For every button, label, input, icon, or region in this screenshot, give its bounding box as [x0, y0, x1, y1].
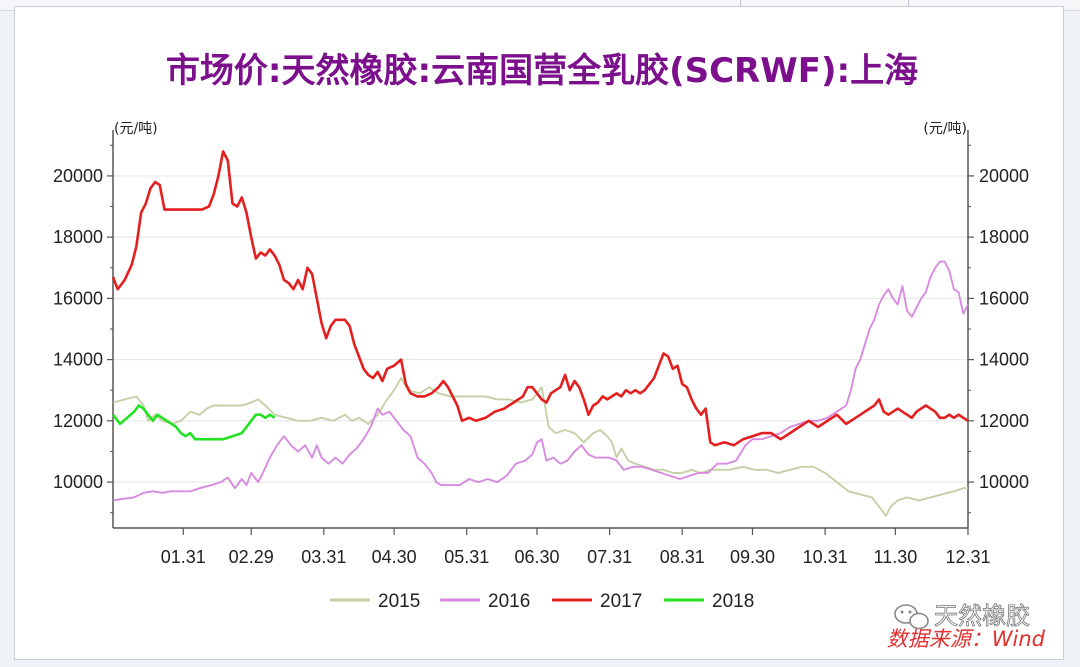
chart-title: 市场价:天然橡胶:云南国营全乳胶(SCRWF):上海: [166, 51, 918, 91]
legend-label-2017: 2017: [600, 591, 642, 612]
legend-label-2018: 2018: [712, 591, 754, 612]
y-tick-label-right: 16000: [979, 288, 1029, 308]
wechat-icon: [894, 604, 929, 630]
x-tick-label: 11.30: [874, 547, 918, 567]
x-tick-label: 10.31: [803, 547, 848, 567]
x-tick-label: 02.29: [229, 547, 274, 567]
x-tick-label: 01.31: [161, 547, 206, 567]
x-tick-label: 05.31: [444, 547, 489, 567]
axis-ticks: 10000 10000 12000 12000 14000 14000 16000 16000…: [53, 144, 1029, 567]
y-tick-label-left: 14000: [53, 350, 103, 370]
x-tick-label: 04.30: [372, 547, 417, 567]
x-tick-label: 06.30: [514, 547, 559, 567]
y-tick-label-left: 18000: [53, 227, 103, 247]
y-axis-unit-left: (元/吨): [114, 121, 158, 137]
y-tick-label-right: 20000: [979, 166, 1029, 186]
series-lines: [111, 150, 969, 517]
topbar-divider: [908, 0, 909, 10]
y-axis-unit-right: (元/吨): [923, 121, 967, 137]
y-tick-label-right: 18000: [979, 227, 1029, 247]
legend: 2015 2016 2017 2018: [330, 591, 754, 612]
series-line-2015: [112, 377, 968, 517]
x-tick-label: 07.31: [587, 547, 632, 567]
legend-label-2016: 2016: [488, 591, 530, 612]
series-line-2016: [112, 260, 969, 502]
y-tick-label-right: 12000: [979, 411, 1029, 431]
y-tick-label-right: 10000: [979, 472, 1029, 492]
watermark: 天然橡胶: [894, 602, 1030, 630]
x-tick-label: 09.30: [730, 547, 775, 567]
legend-label-2015: 2015: [378, 591, 420, 612]
y-tick-label-left: 10000: [53, 472, 103, 492]
topbar-divider: [740, 0, 741, 10]
y-tick-label-left: 12000: [53, 411, 103, 431]
y-tick-label-right: 14000: [979, 350, 1029, 370]
x-tick-label: 12.31: [945, 547, 990, 567]
series-line-2018: [111, 404, 276, 441]
y-tick-label-left: 20000: [53, 166, 103, 186]
chart-panel: [14, 6, 1064, 660]
series-line-2017: [111, 150, 969, 447]
gridlines: [113, 175, 968, 483]
y-tick-label-left: 16000: [53, 288, 103, 308]
source-label: 数据来源：Wind: [887, 627, 1046, 651]
x-tick-label: 03.31: [301, 547, 346, 567]
watermark-account: 天然橡胶: [934, 602, 1030, 630]
x-tick-label: 08.31: [660, 547, 705, 567]
